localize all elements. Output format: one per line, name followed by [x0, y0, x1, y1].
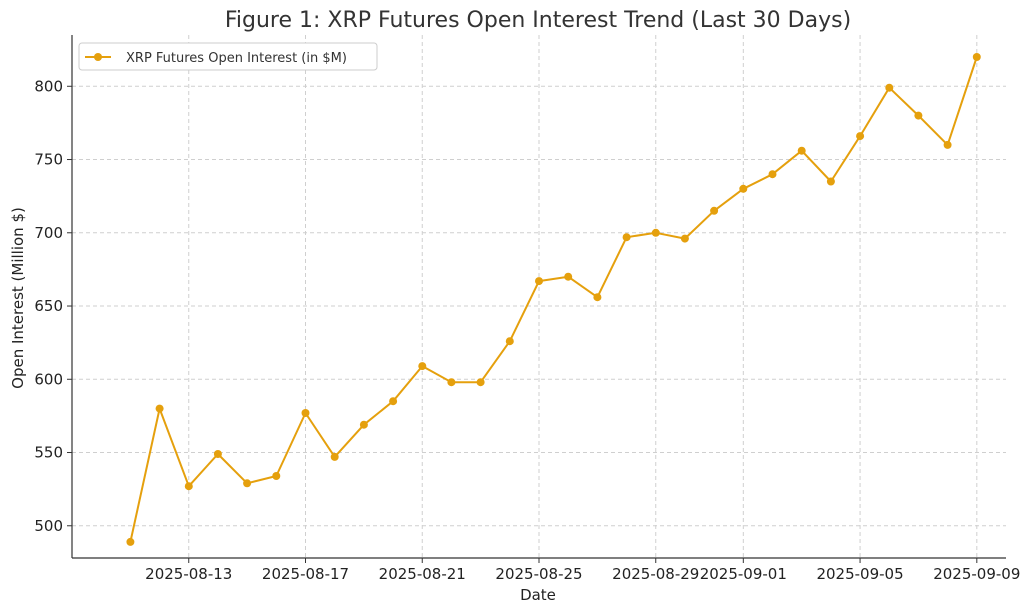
y-tick-label: 550: [34, 444, 63, 462]
data-point: [710, 206, 719, 215]
data-point: [389, 397, 398, 406]
data-point: [593, 293, 602, 302]
y-tick-label: 800: [34, 77, 63, 95]
data-point: [476, 378, 485, 387]
data-point: [330, 452, 339, 461]
data-point: [184, 482, 193, 491]
series-line: [129, 56, 978, 543]
data-point: [739, 184, 748, 193]
data-point: [155, 404, 164, 413]
data-point: [447, 378, 456, 387]
data-point: [359, 420, 368, 429]
grid-lines: [72, 35, 1006, 558]
data-point: [680, 234, 689, 243]
data-point: [505, 337, 514, 346]
data-point: [651, 228, 660, 237]
y-tick-label: 500: [34, 517, 63, 535]
x-tick-label: 2025-08-25: [495, 565, 582, 583]
data-point: [272, 472, 281, 480]
y-tick-label: 750: [34, 151, 63, 169]
chart-title: Figure 1: XRP Futures Open Interest Tren…: [225, 8, 851, 33]
data-point: [213, 450, 222, 458]
y-tick-label: 650: [34, 297, 63, 315]
legend-box: [78, 42, 378, 71]
data-point: [535, 277, 543, 286]
data-point: [126, 537, 135, 546]
data-point: [797, 146, 806, 155]
x-tick-label: 2025-09-09: [933, 565, 1020, 583]
y-tick-label: 700: [34, 224, 63, 242]
x-tick-label: 2025-09-05: [816, 565, 903, 583]
data-point: [418, 362, 427, 371]
x-tick-label: 2025-08-21: [379, 565, 466, 583]
x-tick-label: 2025-09-01: [700, 565, 787, 583]
y-axis-title: Open Interest (Million $): [9, 207, 27, 389]
data-point: [914, 111, 923, 120]
data-point: [826, 177, 835, 186]
x-axis-title: Date: [520, 586, 556, 604]
legend-marker: [94, 53, 102, 61]
data-point: [622, 233, 631, 242]
x-tick-label: 2025-08-29: [612, 565, 699, 583]
data-point: [972, 53, 981, 61]
data-point: [564, 272, 573, 281]
x-tick-label: 2025-08-13: [145, 565, 232, 583]
tick-labels: 500 550 600 650 700 750 800 2025-08-13 2025-08-1…: [34, 77, 1020, 583]
legend: XRP Futures Open Interest (in $M): [78, 42, 378, 71]
data-point: [885, 83, 894, 92]
data-point: [243, 479, 252, 488]
data-point: [768, 170, 777, 179]
data-point: [943, 140, 952, 149]
axes: [67, 35, 1006, 563]
data-point: [301, 409, 310, 417]
data-point: [856, 132, 865, 141]
data-series: [126, 53, 981, 546]
legend-label: XRP Futures Open Interest (in $M): [126, 51, 347, 66]
x-tick-label: 2025-08-17: [262, 565, 349, 583]
y-tick-label: 600: [34, 370, 63, 388]
